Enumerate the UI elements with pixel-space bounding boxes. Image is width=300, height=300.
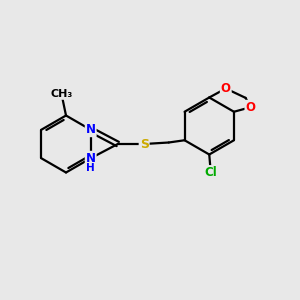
Text: Cl: Cl (204, 166, 217, 179)
Text: CH₃: CH₃ (50, 89, 73, 99)
Text: N: N (86, 152, 96, 165)
Text: N: N (86, 123, 96, 136)
Text: S: S (140, 137, 149, 151)
Text: H: H (86, 163, 94, 173)
Text: O: O (245, 101, 255, 114)
Text: O: O (221, 82, 231, 95)
